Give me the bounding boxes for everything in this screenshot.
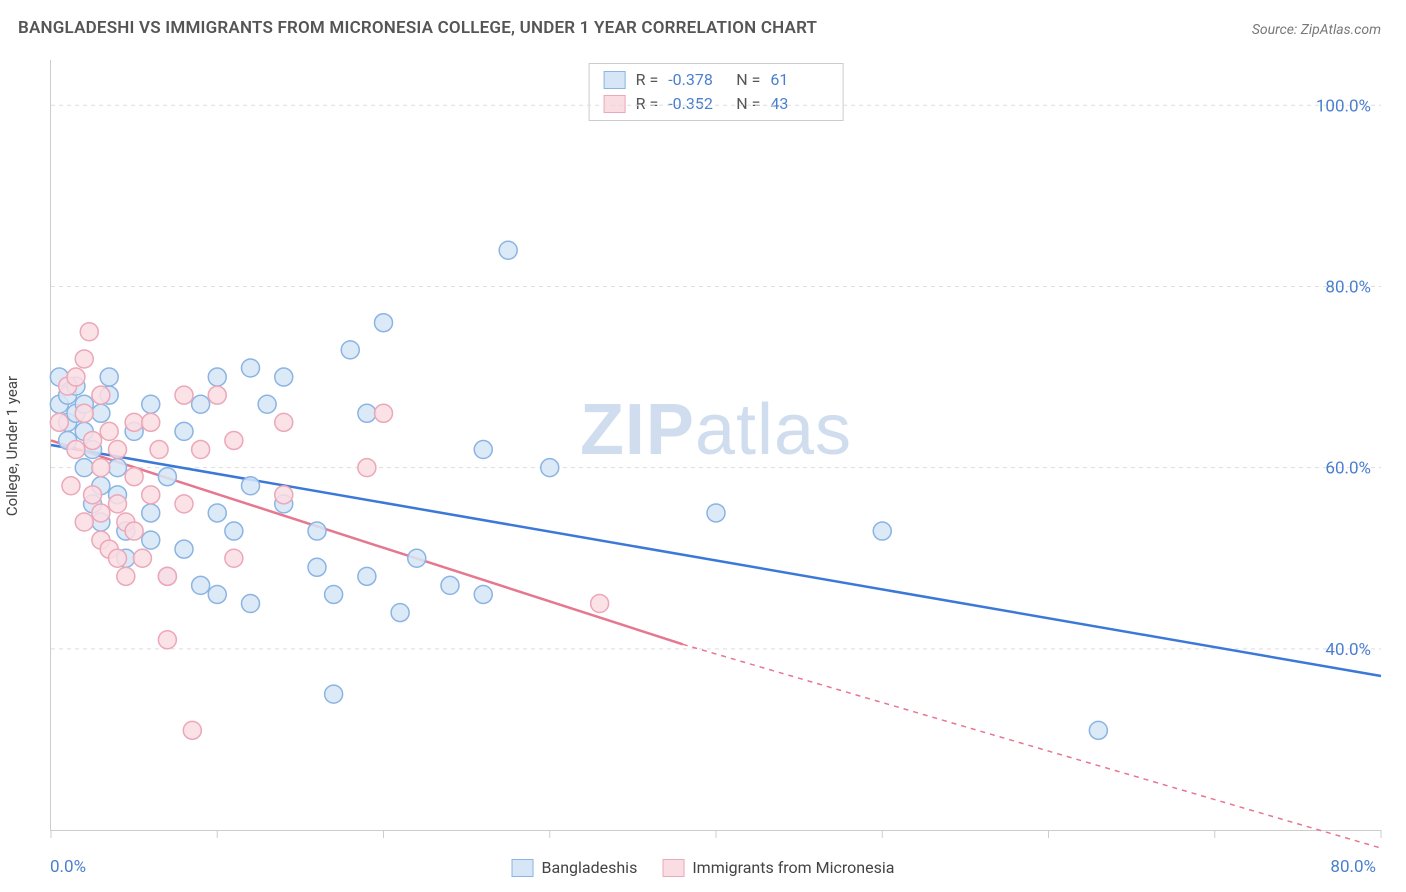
svg-text:100.0%: 100.0% — [1316, 96, 1371, 116]
plot-area: ZIPatlas R = -0.378 N = 61 R = -0.352 N … — [50, 60, 1381, 831]
chart-title: BANGLADESHI VS IMMIGRANTS FROM MICRONESI… — [18, 18, 817, 38]
plot-svg: 40.0% 60.0% 80.0% 100.0% — [51, 60, 1381, 830]
source-label: Source: ZipAtlas.com — [1252, 22, 1381, 38]
svg-text:40.0%: 40.0% — [1325, 640, 1371, 660]
svg-text:80.0%: 80.0% — [1325, 277, 1371, 297]
legend-label-1: Bangladeshis — [542, 858, 638, 877]
series-legend: Bangladeshis Immigrants from Micronesia — [512, 858, 895, 877]
legend-item-1: Bangladeshis — [512, 858, 638, 877]
chart-container: BANGLADESHI VS IMMIGRANTS FROM MICRONESI… — [0, 0, 1406, 892]
svg-text:60.0%: 60.0% — [1325, 459, 1371, 479]
x-axis-end-label: 80.0% — [1330, 857, 1376, 877]
x-axis-start-label: 0.0% — [50, 857, 86, 877]
legend-item-2: Immigrants from Micronesia — [662, 858, 894, 877]
legend-label-2: Immigrants from Micronesia — [692, 858, 894, 877]
legend-swatch-2 — [662, 859, 684, 877]
legend-swatch-1 — [512, 859, 534, 877]
y-axis-title: College, Under 1 year — [3, 376, 21, 516]
